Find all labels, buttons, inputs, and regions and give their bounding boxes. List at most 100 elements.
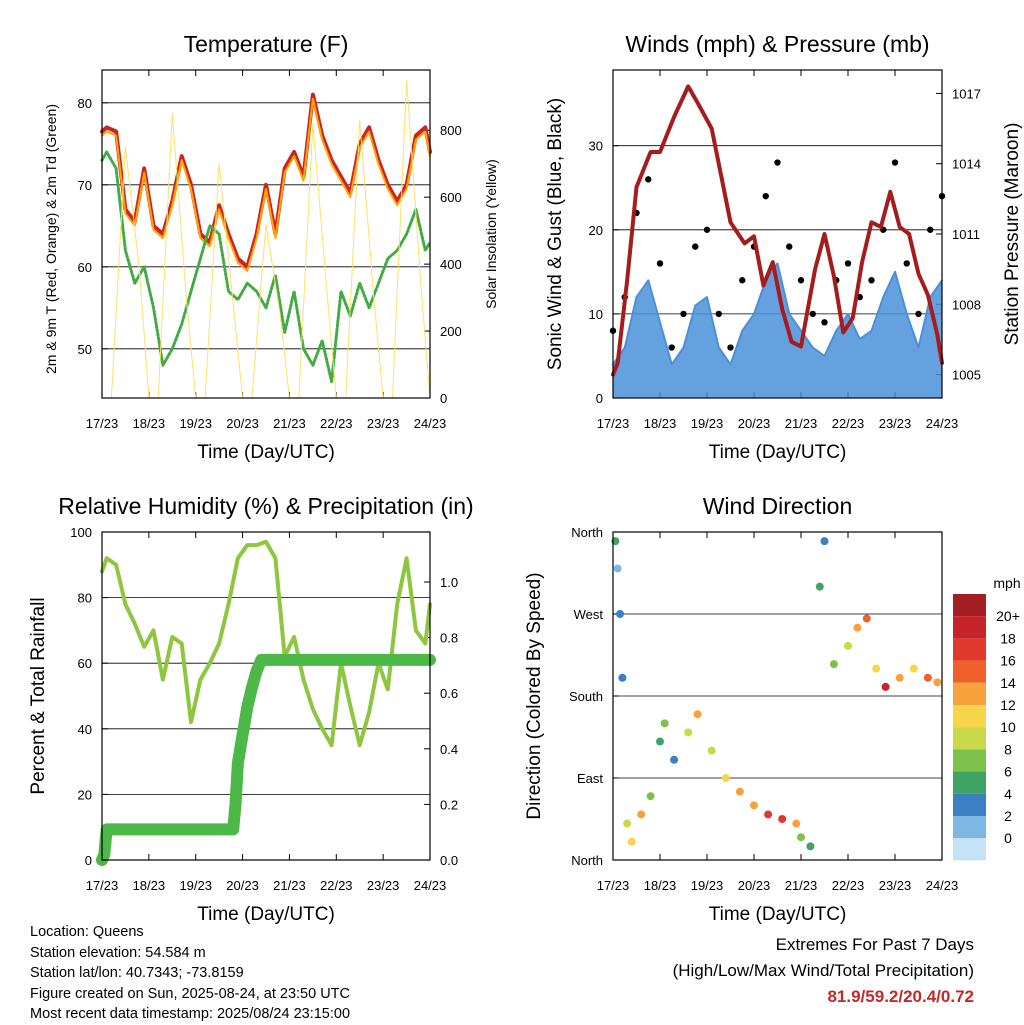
x-tick-label: 23/23	[879, 416, 912, 431]
direction-point	[660, 719, 669, 728]
x-tick-label: 20/23	[226, 878, 259, 893]
legend-label: 20+	[996, 608, 1020, 624]
legend-label: 12	[1000, 697, 1016, 713]
chart-title: Relative Humidity (%) & Precipitation (i…	[58, 493, 473, 519]
x-tick-label: 18/23	[133, 416, 166, 431]
x-tick-label: 24/23	[926, 878, 959, 893]
gust-point	[774, 159, 781, 166]
y-axis-label: 2m & 9m T (Red, Orange) & 2m Td (Green)	[43, 104, 59, 374]
y-tick-label: South	[569, 689, 603, 704]
gust-point	[645, 176, 652, 183]
y2-tick-label: 200	[440, 324, 462, 339]
y-tick-label: 0	[596, 391, 603, 406]
y2-tick-label: 0.4	[440, 742, 458, 757]
y2-tick-label: 0	[440, 391, 447, 406]
x-tick-label: 22/23	[832, 416, 865, 431]
direction-point	[670, 755, 679, 764]
gust-point	[727, 344, 734, 351]
legend-label: 0	[1004, 830, 1012, 846]
y2-tick-label: 1014	[952, 157, 981, 172]
y-axis-label: Percent & Total Rainfall	[28, 597, 49, 794]
location-text: Location: Queens	[30, 924, 144, 940]
latlon-text: Station lat/lon: 40.7343; -73.8159	[30, 965, 244, 981]
y2-tick-label: 1011	[952, 227, 980, 242]
y-tick-label: 50	[78, 342, 92, 357]
x-tick-label: 23/23	[367, 878, 400, 893]
gust-point	[891, 159, 899, 166]
legend-swatch	[953, 771, 986, 794]
gust-point	[715, 310, 722, 318]
x-tick-label: 19/23	[691, 878, 724, 893]
x-axis-label: Time (Day/UTC)	[197, 442, 335, 463]
direction-point	[895, 673, 904, 682]
legend-swatch	[953, 594, 986, 617]
x-tick-label: 17/23	[86, 416, 119, 431]
series-line	[110, 79, 431, 399]
legend-label: 10	[1000, 719, 1016, 735]
direction-point	[844, 641, 852, 650]
x-axis-label: Time (Day/UTC)	[197, 904, 335, 925]
plot-frame	[612, 531, 943, 861]
direction-point	[815, 582, 824, 591]
humidity-line	[100, 539, 432, 748]
y-tick-label: 80	[78, 591, 92, 606]
gust-point	[786, 243, 793, 250]
station-info: Location: Queens Station elevation: 54.5…	[30, 922, 350, 1025]
x-tick-label: 19/23	[179, 878, 212, 893]
direction-point	[693, 710, 702, 719]
x-tick-label: 17/23	[597, 416, 630, 431]
y-tick-label: North	[571, 525, 603, 540]
y-tick-label: 100	[70, 525, 92, 540]
direction-point	[792, 819, 801, 828]
legend-label: 6	[1004, 764, 1012, 780]
direction-point	[735, 787, 744, 796]
direction-point	[853, 623, 862, 632]
legend-label: 16	[1000, 653, 1016, 669]
extremes-values: 81.9/59.2/20.4/0.72	[827, 987, 974, 1006]
y-tick-label: North	[571, 853, 603, 868]
x-tick-label: 20/23	[738, 416, 771, 431]
legend-title: mph	[993, 575, 1020, 591]
y-axis-label: Direction (Colored By Speed)	[524, 572, 545, 819]
x-tick-label: 21/23	[273, 878, 306, 893]
x-axis-label: Time (Day/UTC)	[709, 442, 847, 463]
y-tick-label: 60	[78, 656, 92, 671]
series-line	[100, 150, 432, 384]
direction-point	[721, 774, 730, 782]
y-tick-label: 20	[589, 223, 603, 238]
direction-point	[778, 815, 787, 823]
y-tick-label: 20	[78, 787, 92, 802]
direction-point	[646, 792, 655, 801]
y2-tick-label: 600	[440, 190, 462, 205]
direction-point	[872, 664, 881, 673]
x-tick-label: 18/23	[644, 878, 677, 893]
legend-swatch	[953, 705, 986, 728]
direction-point	[707, 746, 716, 755]
y-tick-label: East	[577, 771, 603, 786]
series-line	[100, 92, 432, 269]
y-axis-label: Sonic Wind & Gust (Blue, Black)	[545, 98, 566, 370]
y2-tick-label: 1008	[952, 297, 981, 312]
direction-point	[627, 837, 636, 846]
extremes-subtitle: (High/Low/Max Wind/Total Precipitation)	[672, 961, 974, 980]
pressure-line	[611, 84, 944, 377]
y2-axis-label: Station Pressure (Maroon)	[1002, 123, 1023, 346]
y-tick-label: 80	[78, 96, 92, 111]
direction-point	[820, 537, 829, 546]
gust-point	[703, 226, 711, 233]
gust-point	[809, 310, 816, 318]
legend-label: 2	[1004, 808, 1012, 824]
y2-tick-label: 0.8	[440, 631, 458, 646]
x-tick-label: 17/23	[86, 878, 119, 893]
direction-point	[862, 614, 871, 623]
direction-point	[616, 610, 625, 618]
y-tick-label: 0	[85, 853, 92, 868]
y-tick-label: 10	[589, 307, 603, 322]
gust-point	[821, 319, 828, 326]
gust-point	[692, 243, 699, 250]
direction-point	[909, 664, 918, 673]
y2-tick-label: 1005	[952, 368, 981, 383]
precip-line	[96, 653, 436, 866]
direction-point	[923, 673, 932, 682]
legend-swatch	[953, 660, 986, 683]
